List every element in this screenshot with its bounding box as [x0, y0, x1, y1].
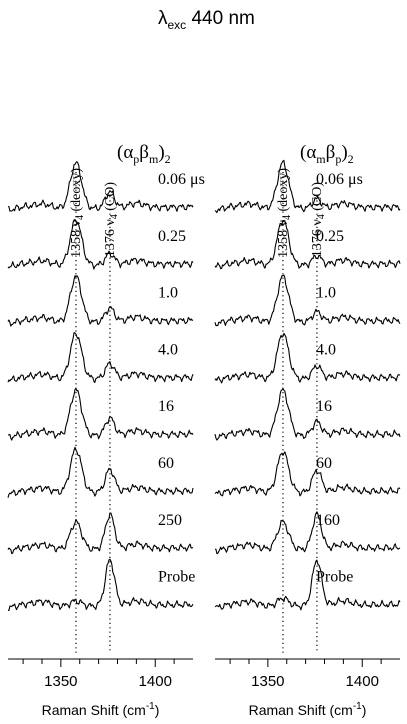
series-label: 4.0: [158, 341, 178, 358]
spectrum-trace: [7, 558, 194, 611]
spectrum-trace: [214, 511, 401, 555]
spectrum-trace: [7, 275, 194, 327]
x-tick-label: 1350: [251, 673, 284, 690]
spectrum-trace: [214, 159, 401, 214]
spectrum-trace: [7, 331, 194, 384]
marker-label: 1358 ν4 (deoxy): [69, 168, 86, 258]
series-label: 60: [158, 455, 174, 472]
spectrum-trace: [214, 219, 401, 270]
series-label: Probe: [158, 569, 195, 586]
spectrum-trace: [7, 161, 194, 212]
spectrum-trace: [214, 274, 401, 327]
series-label: 1.0: [158, 285, 178, 302]
series-label: 1.0: [316, 285, 336, 302]
spectrum-trace: [214, 559, 401, 611]
spectrum-trace: [214, 451, 401, 497]
series-label: Probe: [316, 569, 353, 586]
series-label: 16: [316, 398, 332, 415]
x-tick-label: 1400: [346, 673, 379, 690]
left-panel: 1350 1400 Raman Shift (cm-1) (αpβm)2 0.06 μs…: [7, 142, 205, 718]
spectrum-trace: [214, 387, 401, 441]
x-axis-label: Raman Shift (cm-1): [42, 701, 160, 718]
x-tick-label: 1400: [139, 673, 172, 690]
figure-title: λexc 440 nm: [158, 8, 255, 32]
series-label: 4.0: [316, 341, 336, 358]
spectrum-trace: [7, 387, 194, 441]
series-label: 160: [316, 512, 340, 529]
spectrum-trace: [7, 446, 194, 498]
species-label: (αpβm)2: [117, 142, 171, 166]
spectrum-trace: [7, 512, 194, 555]
spectrum-trace: [214, 332, 401, 384]
series-label: 0.25: [316, 228, 344, 245]
series-label: 0.25: [158, 228, 186, 245]
series-label: 60: [316, 455, 332, 472]
series-label: 0.06 μs: [316, 171, 363, 188]
spectrum-trace: [7, 219, 194, 270]
species-label: (αmβp)2: [300, 142, 354, 166]
marker-label: 1376 ν4 (CO): [103, 182, 120, 257]
x-axis-label: Raman Shift (cm-1): [249, 701, 367, 718]
marker-label: 1376 ν4 (CO): [310, 182, 327, 257]
right-panel: 1350 1400 Raman Shift (cm-1) (αmβp)2 0.06 μs…: [214, 142, 401, 718]
marker-label: 1358 ν4 (deoxy): [276, 168, 293, 258]
x-tick-label: 1350: [44, 673, 77, 690]
series-label: 250: [158, 512, 182, 529]
series-label: 16: [158, 398, 174, 415]
series-label: 0.06 μs: [158, 171, 205, 188]
